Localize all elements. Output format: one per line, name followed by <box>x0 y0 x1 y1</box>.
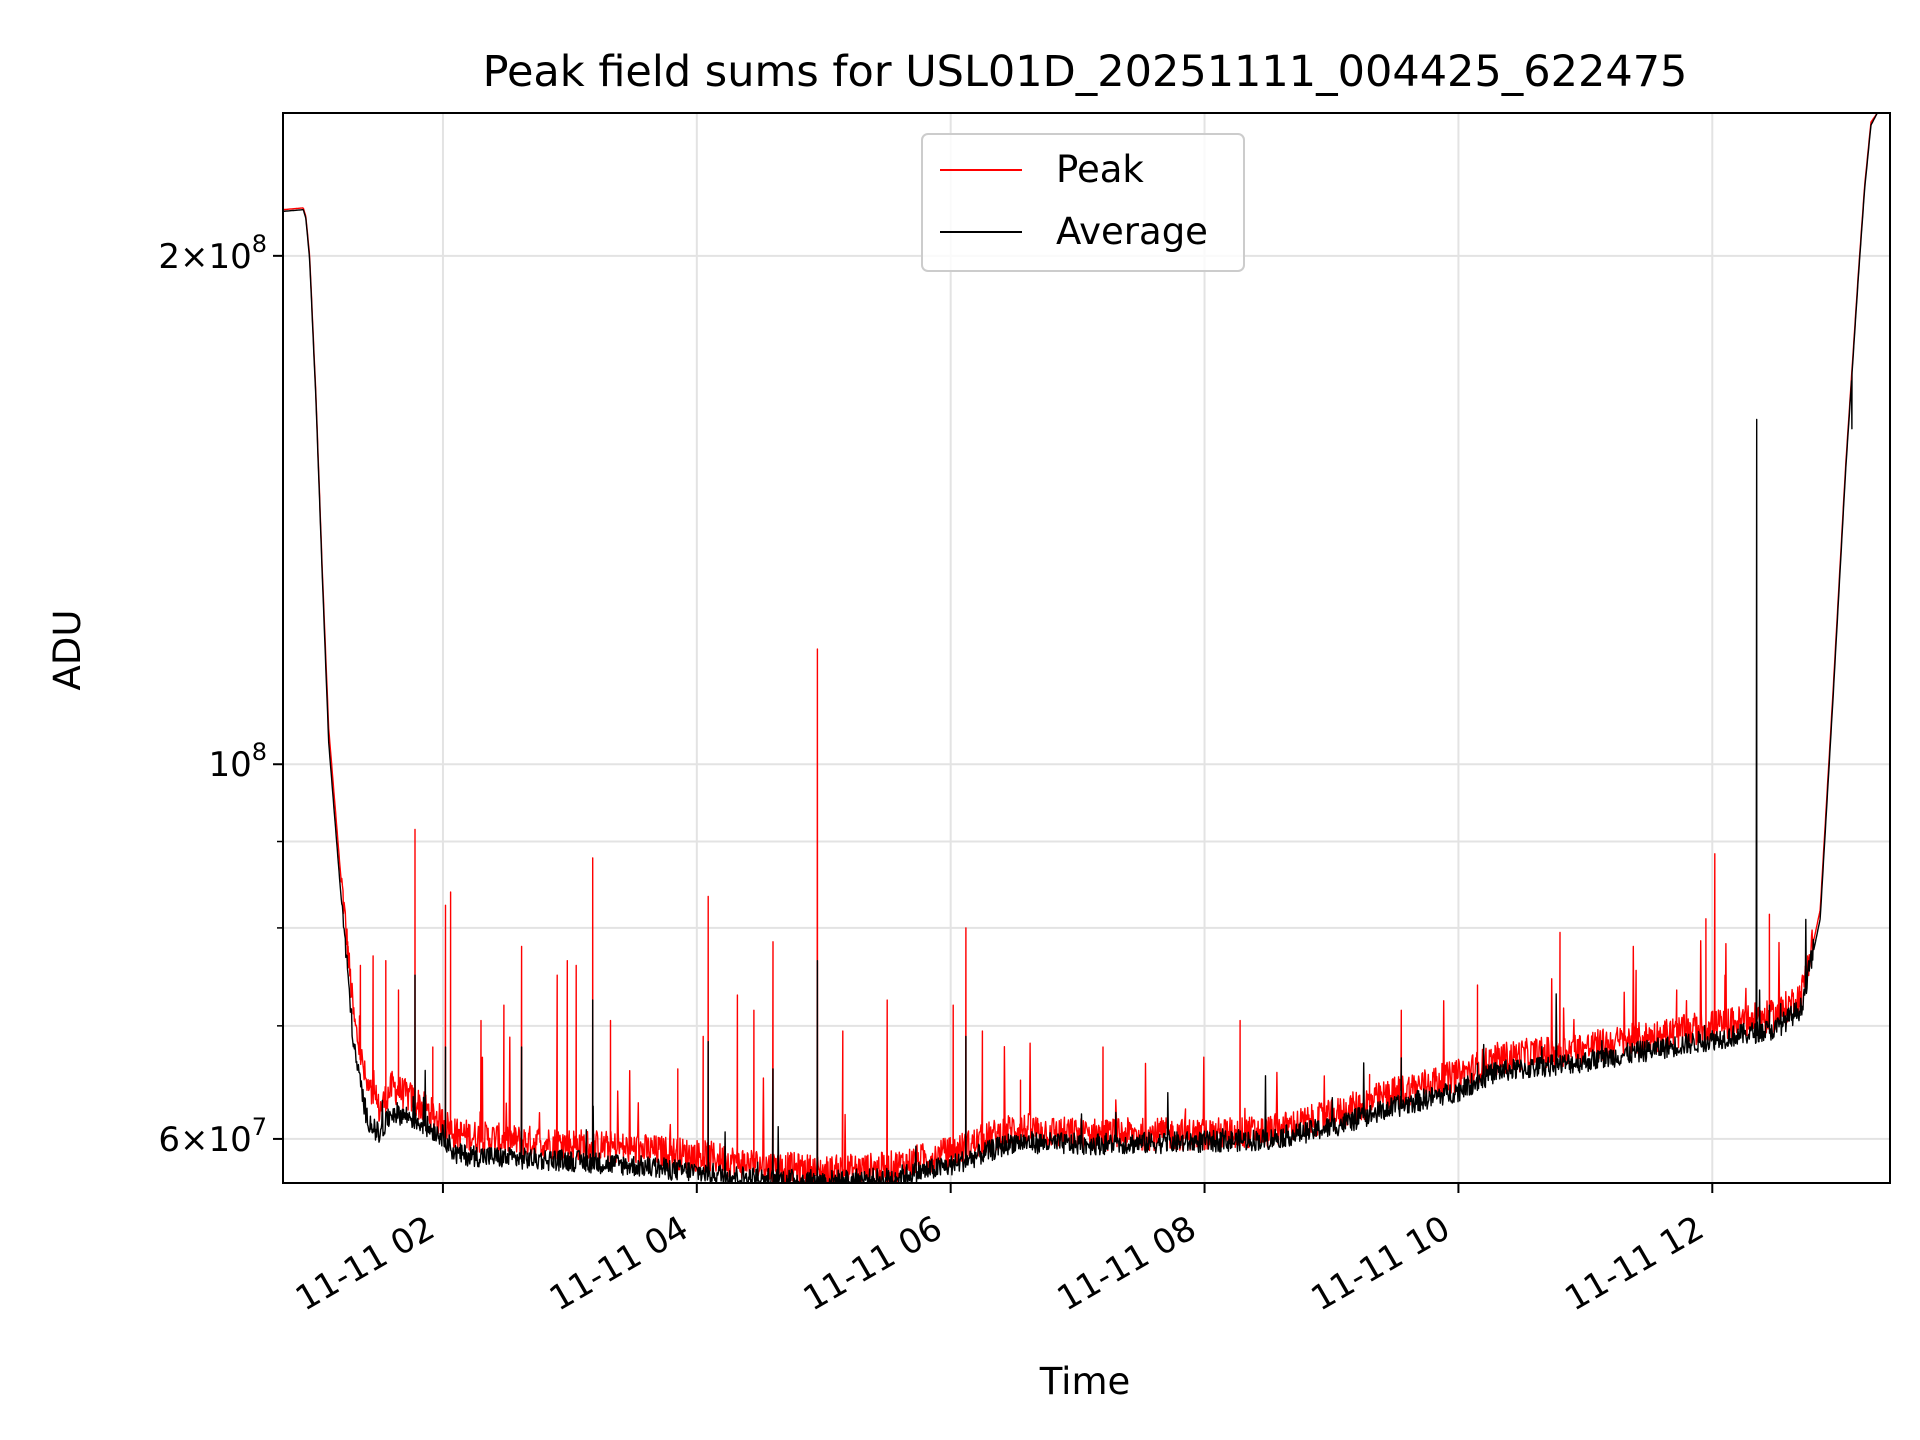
y-axis-label: ADU <box>46 610 89 691</box>
series-line-peak <box>283 113 1890 1183</box>
grid <box>283 113 1890 1183</box>
legend: Peak Average <box>921 133 1245 272</box>
y-tick-label: 6×107 <box>158 1113 267 1160</box>
legend-average-label: Average <box>1056 210 1208 253</box>
legend-peak-label: Peak <box>1056 148 1144 191</box>
series-lines <box>283 113 1890 1183</box>
plot-area <box>283 113 1890 1183</box>
series-line-average <box>283 113 1890 1183</box>
chart-title: Peak field sums for USL01D_20251111_0044… <box>483 47 1688 97</box>
x-axis-label: Time <box>1039 1360 1131 1403</box>
plot-frame <box>282 112 1891 1184</box>
y-tick-label: 108 <box>208 738 267 785</box>
axis-ticks <box>273 254 1714 1193</box>
y-tick-label: 2×108 <box>158 230 267 277</box>
legend-box <box>921 133 1245 272</box>
